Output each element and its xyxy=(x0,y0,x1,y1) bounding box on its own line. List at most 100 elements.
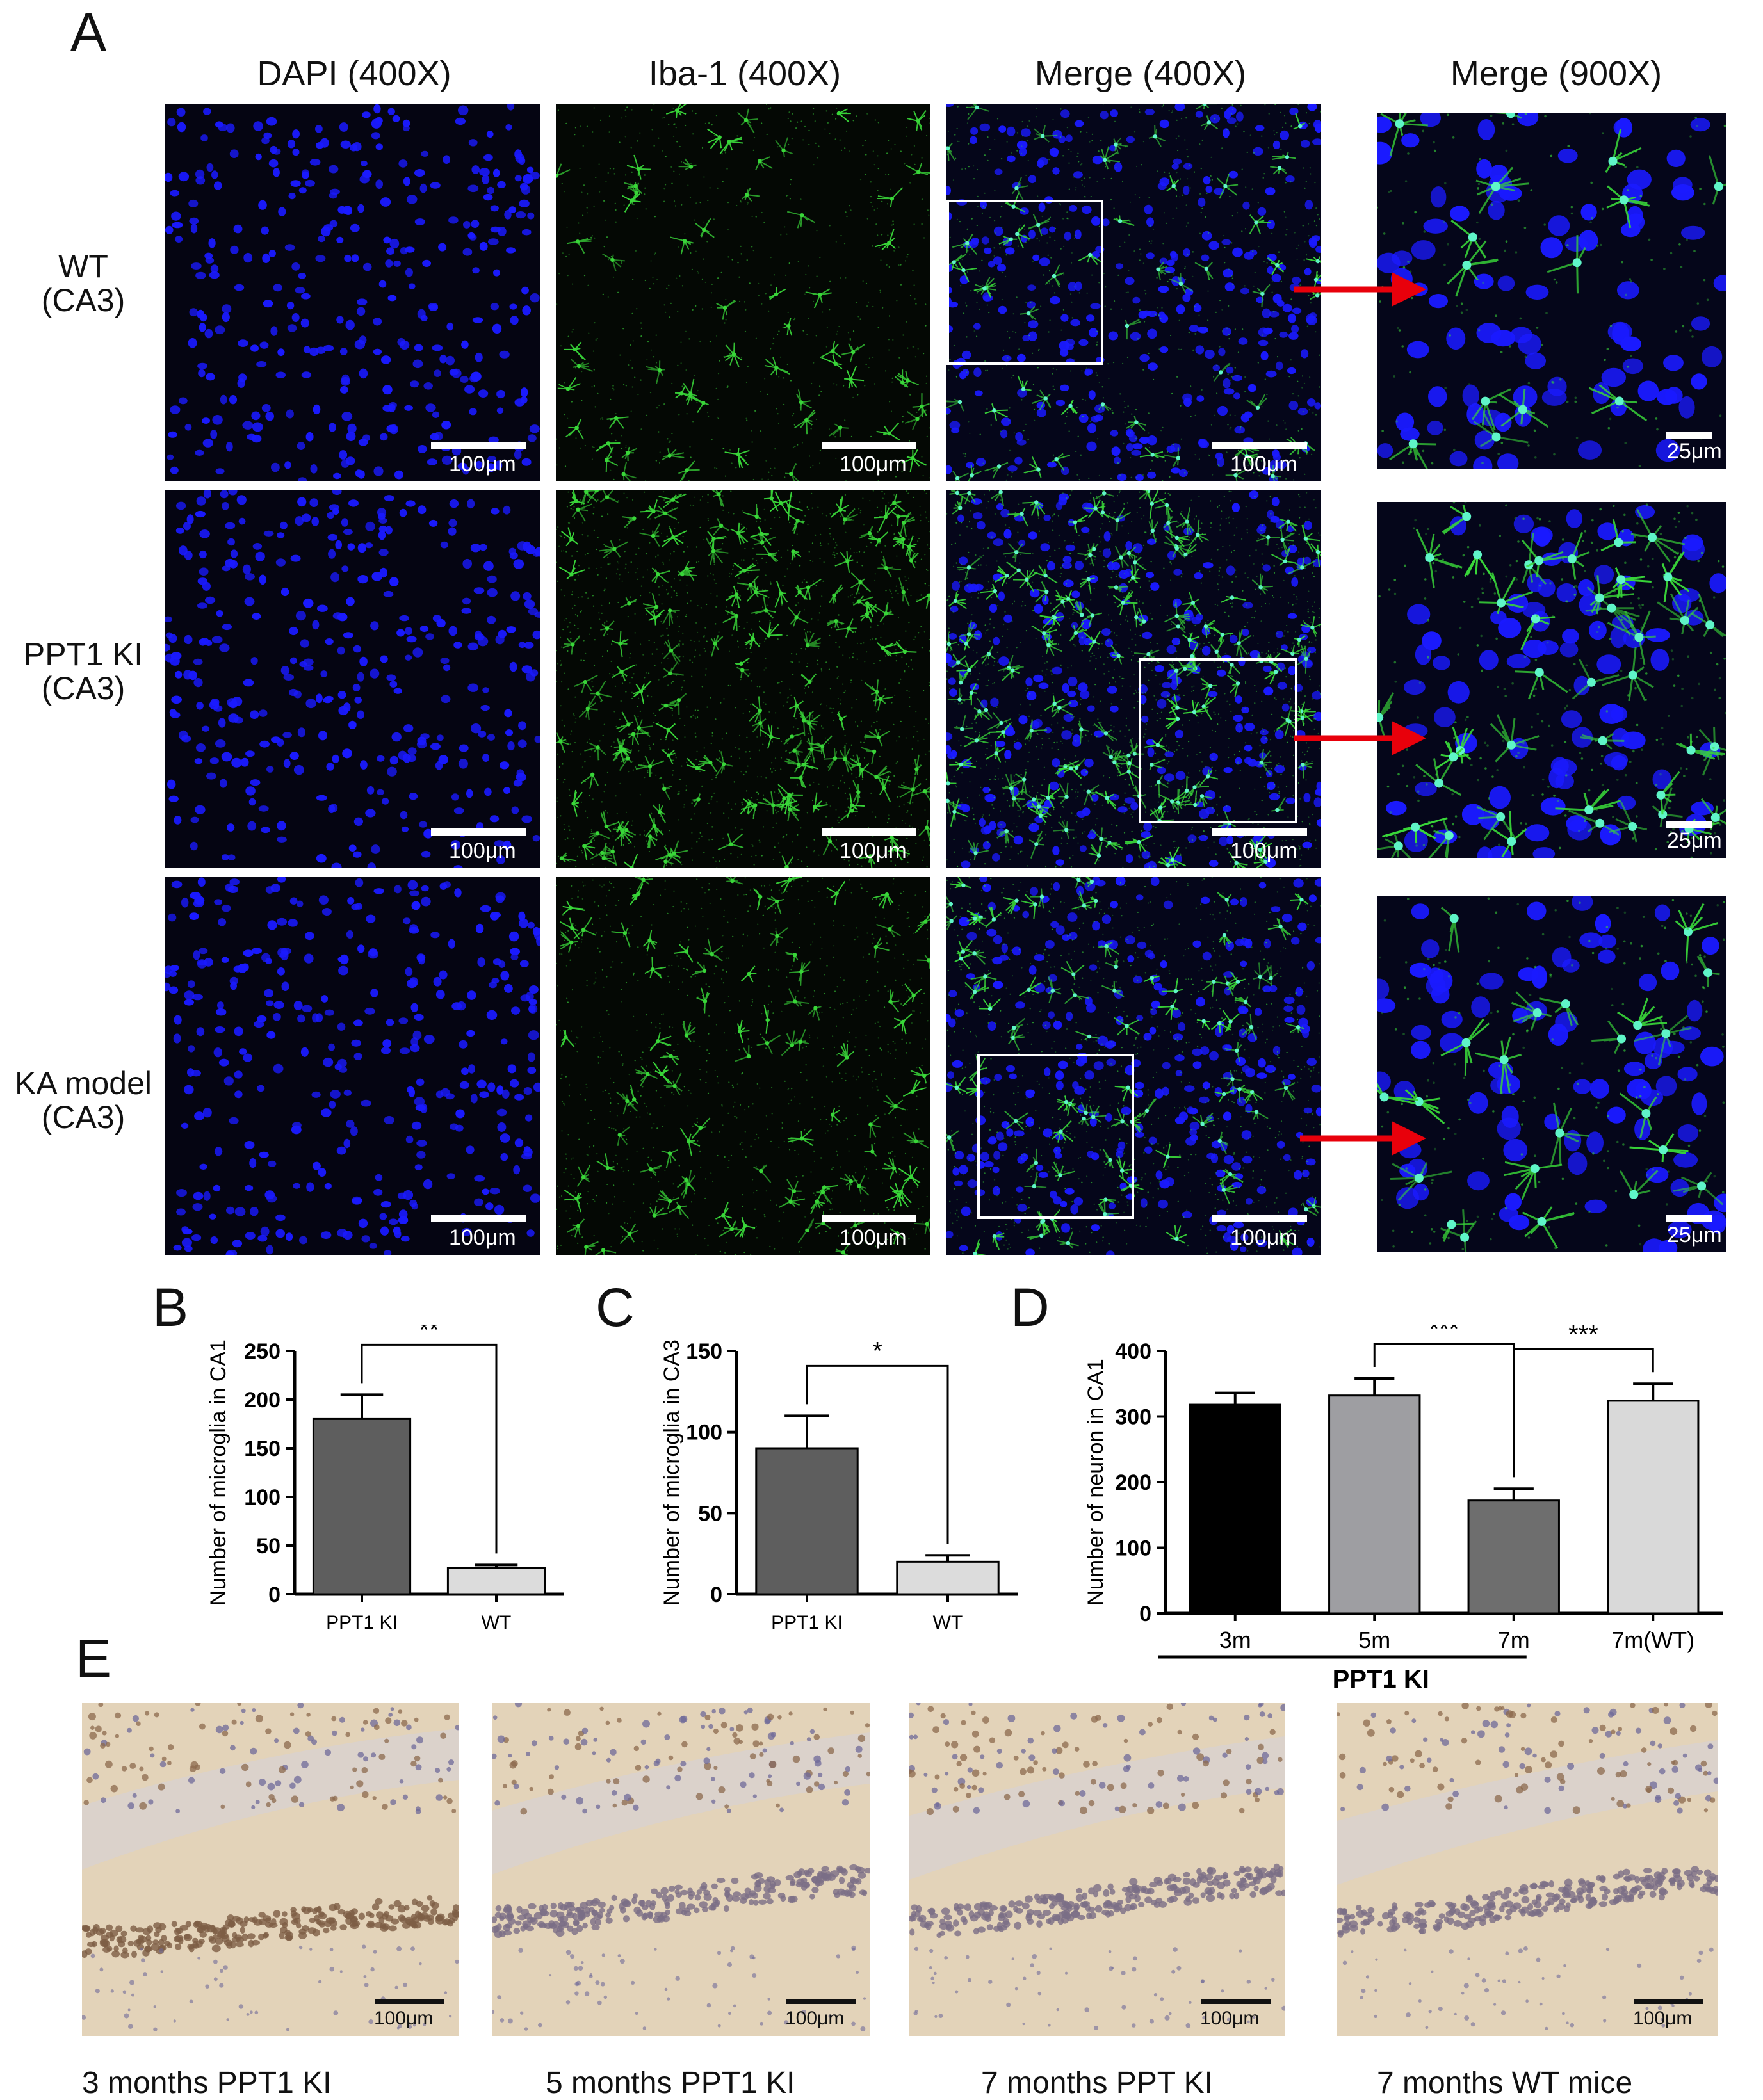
y-tick-label: 250 xyxy=(244,1339,280,1364)
micrograph-ppt1-ki-iba1: 100μm xyxy=(556,490,930,868)
panel-label-e: E xyxy=(76,1631,111,1685)
scale-400x-label: 100μm xyxy=(840,1227,907,1248)
scale-400x-label: 100μm xyxy=(449,453,516,475)
scale-400x-label: 100μm xyxy=(449,1227,516,1248)
caption-e-1: 3 months PPT1 KI xyxy=(82,2068,332,2099)
x-tick-label: WT xyxy=(482,1612,512,1633)
scale-400x-label: 100μm xyxy=(1230,1227,1297,1248)
ihc-scale-bar xyxy=(1201,1999,1271,2004)
x-tick-label: 5m xyxy=(1358,1627,1390,1653)
micrograph-ka-model-merge-900x: 25μm xyxy=(1377,896,1726,1252)
row-label-ka-model-line1: KA model xyxy=(6,1067,160,1101)
column-header-dapi: DAPI (400X) xyxy=(165,56,543,91)
zoom-region-box xyxy=(946,200,1103,365)
x-tick-label: PPT1 KI xyxy=(771,1612,843,1633)
panel-label-a: A xyxy=(70,5,106,59)
y-tick-label: 0 xyxy=(268,1583,280,1607)
y-tick-label: 100 xyxy=(244,1485,280,1510)
row-label-wt-line2: (CA3) xyxy=(6,284,160,318)
scale-400x-bar xyxy=(822,1215,916,1222)
ihc-image-3: 100μm xyxy=(909,1703,1285,2036)
y-tick-label: 200 xyxy=(1115,1471,1151,1495)
ihc-scale-bar xyxy=(375,1999,444,2004)
row-label-ppt1-ki: PPT1 KI (CA3) xyxy=(6,638,160,705)
scale-400x-label: 100μm xyxy=(840,840,907,862)
panel-label-b: B xyxy=(152,1280,188,1334)
ihc-image-4: 100μm xyxy=(1337,1703,1718,2036)
x-tick-label: 7m(WT) xyxy=(1611,1627,1694,1653)
y-tick-label: 50 xyxy=(698,1501,722,1526)
x-tick-label: WT xyxy=(933,1612,963,1633)
x-tick-label: 7m xyxy=(1498,1627,1530,1653)
bar-wt xyxy=(897,1562,998,1594)
scale-400x-label: 100μm xyxy=(840,453,907,475)
scale-400x-bar xyxy=(822,442,916,449)
y-tick-label: 300 xyxy=(1115,1405,1151,1430)
scale-900x-label: 25μm xyxy=(1667,1224,1722,1246)
scale-900x-label: 25μm xyxy=(1667,440,1722,462)
scale-900x-bar xyxy=(1666,821,1712,828)
row-label-ppt1-ki-line2: (CA3) xyxy=(6,672,160,706)
scale-900x-bar xyxy=(1666,432,1712,439)
y-tick-label: 400 xyxy=(1115,1339,1151,1364)
ihc-scale-bar xyxy=(786,1999,856,2004)
micrograph-wt-merge-900x: 25μm xyxy=(1377,113,1726,469)
micrograph-ka-model-dapi: 100μm xyxy=(165,877,540,1255)
caption-e-4: 7 months WT mice xyxy=(1377,2068,1632,2099)
scale-400x-label: 100μm xyxy=(1230,453,1297,475)
scale-400x-bar xyxy=(822,828,916,836)
y-axis-label: Number of neuron in CA1 xyxy=(1084,1359,1108,1606)
scale-400x-bar xyxy=(431,442,526,449)
micrograph-wt-merge: 100μm xyxy=(946,104,1321,481)
column-header-merge-900x: Merge (900X) xyxy=(1380,56,1732,91)
bar-5m xyxy=(1329,1396,1420,1613)
y-tick-label: 100 xyxy=(1115,1537,1151,1561)
bar-ppt1-ki xyxy=(313,1419,410,1594)
micrograph-wt-iba1: 100μm xyxy=(556,104,930,481)
bar-wt xyxy=(448,1568,544,1594)
zoom-region-box xyxy=(1139,658,1297,823)
row-label-ka-model-line2: (CA3) xyxy=(6,1101,160,1135)
y-tick-label: 0 xyxy=(1139,1602,1151,1626)
group-label: PPT1 KI xyxy=(1333,1665,1429,1693)
scale-400x-bar xyxy=(1212,828,1307,836)
scale-400x-bar xyxy=(1212,1215,1307,1222)
y-axis-label: Number of microglia in CA1 xyxy=(206,1339,231,1606)
micrograph-ppt1-ki-merge-900x: 25μm xyxy=(1377,502,1726,858)
micrograph-ka-model-merge: 100μm xyxy=(946,877,1321,1255)
ihc-scale-bar xyxy=(1634,1999,1703,2004)
column-header-merge-400x: Merge (400X) xyxy=(952,56,1329,91)
bar-3m xyxy=(1190,1405,1280,1613)
y-tick-label: 150 xyxy=(686,1339,722,1364)
y-tick-label: 150 xyxy=(244,1437,280,1461)
bar-ppt1-ki xyxy=(756,1448,857,1594)
micrograph-ppt1-ki-dapi: 100μm xyxy=(165,490,540,868)
row-label-ka-model: KA model (CA3) xyxy=(6,1067,160,1134)
micrograph-ppt1-ki-merge: 100μm xyxy=(946,490,1321,868)
significance-label: *** xyxy=(1429,1325,1459,1343)
ihc-image-2: 100μm xyxy=(492,1703,870,2036)
scale-900x-bar xyxy=(1666,1215,1712,1222)
significance-label: ** xyxy=(419,1325,439,1344)
caption-e-2: 5 months PPT1 KI xyxy=(546,2068,795,2099)
row-label-wt: WT (CA3) xyxy=(6,250,160,317)
chart-d-neuron-ca1: 0 100 200 300 400 Number of neuron in CA1 3m 5m… xyxy=(1069,1325,1748,1697)
scale-400x-bar xyxy=(431,1215,526,1222)
scale-900x-label: 25μm xyxy=(1667,830,1722,852)
bar-7m xyxy=(1468,1501,1559,1613)
y-axis-label: Number of microglia in CA3 xyxy=(660,1339,684,1606)
micrograph-ka-model-iba1: 100μm xyxy=(556,877,930,1255)
scale-400x-bar xyxy=(1212,442,1307,449)
y-tick-label: 0 xyxy=(710,1583,722,1607)
scale-400x-label: 100μm xyxy=(1230,840,1297,862)
ihc-scale-label: 100μm xyxy=(785,2009,844,2028)
y-tick-label: 100 xyxy=(686,1421,722,1445)
ihc-scale-label: 100μm xyxy=(1200,2009,1259,2028)
x-tick-label: 3m xyxy=(1219,1627,1251,1653)
significance-label: * xyxy=(872,1337,882,1365)
ihc-image-1: 100μm xyxy=(82,1703,459,2036)
scale-400x-bar xyxy=(431,828,526,836)
significance-label: *** xyxy=(1568,1325,1598,1348)
